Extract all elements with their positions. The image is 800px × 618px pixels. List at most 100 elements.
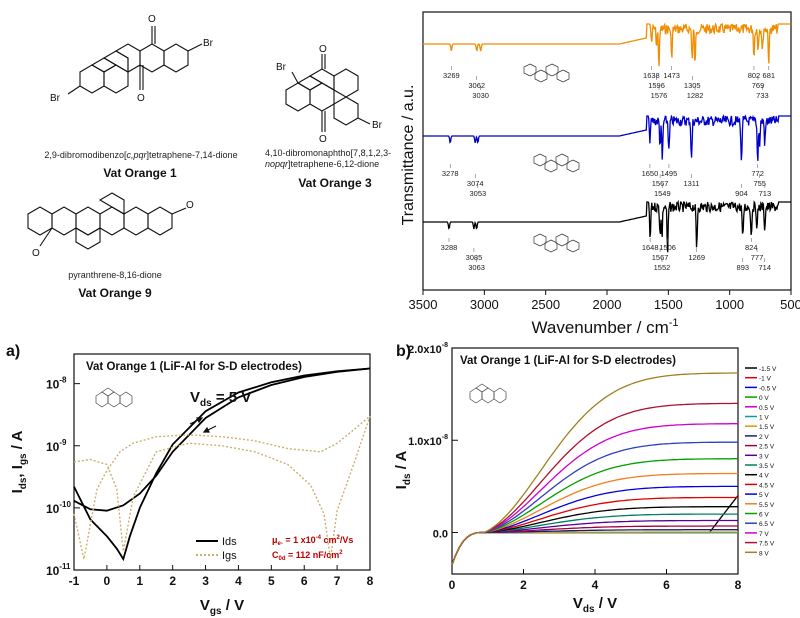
ir-peak-label: 1650 [642, 169, 659, 178]
a-x-tick-label: 1 [136, 574, 143, 588]
ir-spectrum-chart: 3500 3000 2500 2000 1500 1000 500 3269 30623030… [400, 11, 800, 337]
b-series-1 [451, 531, 738, 566]
ir-molecule-ring [566, 239, 580, 253]
ir-molecule-ring [523, 63, 537, 77]
ir-peak-label: 1473 [663, 71, 680, 80]
b-series-10 [451, 513, 738, 566]
ir-peak-label: 3030 [472, 91, 489, 100]
ir-x-tick-label: 3000 [470, 297, 499, 312]
ir-peak-label: 713 [759, 189, 772, 198]
b-series-7 [451, 529, 738, 566]
a-legend: Ids Igs [196, 536, 237, 562]
ir-peak-label: 1648 [642, 243, 659, 252]
svg-text:O: O [186, 200, 194, 211]
b-y-axis-label: Ids / A [393, 451, 413, 490]
structure-vat-orange-1: O O Br Br [50, 14, 214, 104]
b-series-3 [451, 531, 738, 566]
b-y-tick-label: 0.0 [433, 528, 448, 540]
ir-peak-label: 893 [737, 263, 750, 272]
b-legend-label: 3.5 V [759, 463, 775, 470]
b-legend-label: 0 V [759, 395, 769, 402]
b-molecule-sketch [469, 383, 507, 404]
a-x-tick-label: 7 [334, 574, 341, 588]
b-y-tick-label: 1.0x10-8 [408, 434, 448, 448]
b-legend-label: 1 V [759, 415, 769, 422]
output-curve-chart: 0 2 4 6 8 2.0x10-8 1.0x10-8 0.0 Vat Orange 1 (L… [393, 342, 777, 615]
a-x-tick-label: -1 [69, 574, 80, 588]
chem-name-vat-orange-3: 4,10-dibromonaphtho[7,8,1,2,3- nopqr]tetr… [265, 148, 392, 169]
b-legend-label: 7 V [759, 531, 769, 538]
b-x-tick-label: 4 [592, 578, 599, 592]
chem-name-vat-orange-9: pyranthrene-8,16-dione [68, 270, 162, 280]
b-series-16 [451, 441, 739, 566]
b-legend-label: 5 V [759, 492, 769, 499]
svg-text:Br: Br [203, 38, 214, 49]
ir-peak-label: 777 [751, 253, 764, 262]
ir-trace-black [423, 199, 791, 253]
a-sweep-arrows [189, 417, 217, 433]
ir-peak-label: 1552 [654, 263, 671, 272]
b-legend-label: 1.5 V [759, 424, 775, 431]
b-legend-label: -1.5 V [759, 366, 777, 373]
ir-peak-label: 1311 [683, 179, 699, 188]
ir-peak-label: 755 [753, 179, 766, 188]
ir-molecule-ring [566, 159, 580, 173]
ir-molecule-ring [533, 153, 547, 167]
a-mobility: μe- = 1 x10-4 cm2/Vs [272, 535, 353, 547]
ir-x-tick-label: 500 [780, 297, 800, 312]
ir-peak-label: 1495 [661, 169, 678, 178]
ir-peak-label: 769 [752, 81, 765, 90]
ir-peak-label: 1549 [654, 189, 671, 198]
ir-peak-label: 3085 [466, 253, 483, 262]
a-x-tick-label: 8 [367, 574, 374, 588]
b-series-19 [451, 372, 738, 566]
ir-trace-orange [423, 22, 791, 67]
b-legend-label: 6.5 V [759, 521, 775, 528]
a-legend-ids: Ids [222, 536, 237, 548]
ir-peak-label: 1638 [643, 71, 660, 80]
ir-y-axis-label: Transmittance / a.u. [400, 85, 417, 226]
transfer-curve-chart: -1 0 1 2 3 4 5 6 7 8 10-8 10-9 10-10 10-11 Vat Orange… [9, 353, 374, 617]
vat-name-1: Vat Orange 1 [103, 166, 177, 180]
b-x-tick-label: 8 [735, 578, 742, 592]
a-x-axis-label: Vgs / V [200, 597, 244, 617]
svg-text:O: O [137, 93, 145, 104]
ir-molecule-ring [555, 153, 569, 167]
ir-molecule-ring [534, 69, 548, 83]
a-y-axis-label: Ids, Igs / A [9, 430, 29, 493]
b-x-tick-label: 2 [520, 578, 527, 592]
a-series-igs-3 [73, 415, 371, 560]
ir-molecule-ring [555, 233, 569, 247]
a-plot-frame [73, 353, 371, 571]
b-legend-label: 4.5 V [759, 482, 775, 489]
ir-molecule-ring [544, 159, 558, 173]
svg-text:O: O [319, 44, 327, 55]
panel-a-label: a) [6, 343, 21, 360]
a-title: Vat Orange 1 (LiF-Al for S-D electrodes) [86, 361, 302, 373]
ir-x-tick-label: 2000 [593, 297, 622, 312]
b-series-17 [451, 423, 738, 566]
svg-text:Br: Br [372, 120, 383, 131]
ir-peak-label: 1567 [652, 179, 669, 188]
a-x-tick-label: 6 [301, 574, 308, 588]
b-x-tick-label: 6 [663, 578, 670, 592]
b-legend-label: 5.5 V [759, 502, 775, 509]
a-x-tick-label: 0 [104, 574, 111, 588]
svg-text:O: O [32, 248, 40, 259]
a-legend-igs: Igs [222, 550, 237, 562]
ir-peak-label: 3288 [441, 243, 458, 252]
b-legend-label: -0.5 V [759, 385, 777, 392]
b-title: Vat Orange 1 (LiF-Al for S-D electrodes) [460, 355, 676, 367]
b-series-15 [451, 458, 738, 566]
ir-peak-label: 1576 [651, 91, 668, 100]
ir-molecule-ring [544, 239, 558, 253]
b-series-13 [451, 485, 738, 566]
structure-vat-orange-9: O O [27, 192, 194, 259]
panel-b-label: b) [396, 343, 412, 360]
vat-name-3: Vat Orange 3 [298, 176, 372, 190]
ir-peak-label: 681 [763, 71, 776, 80]
ir-peak-label: 3269 [443, 71, 460, 80]
b-legend-label: 2.5 V [759, 444, 775, 451]
ir-peak-label: 733 [756, 91, 769, 100]
ir-peak-label: 1305 [684, 81, 701, 90]
